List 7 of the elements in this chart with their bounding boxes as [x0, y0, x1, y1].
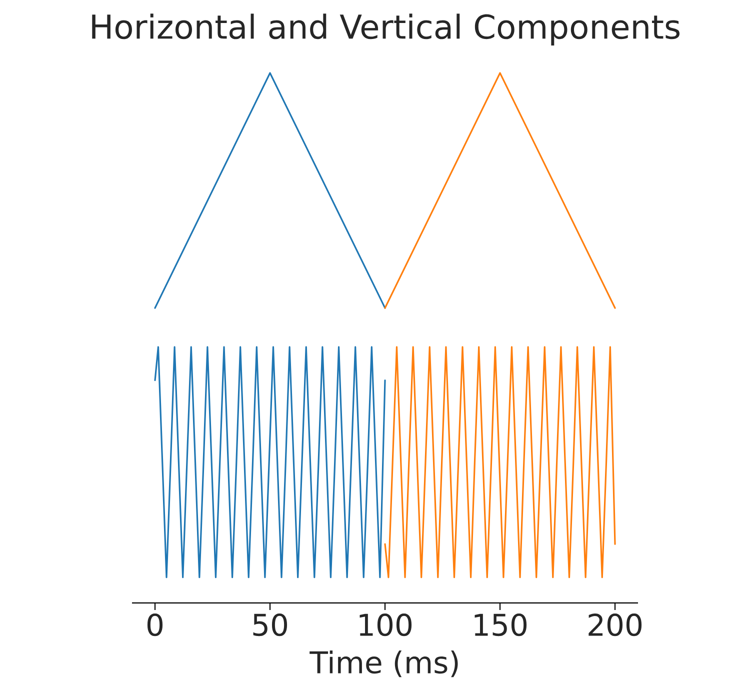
x-tick-label: 0: [147, 614, 163, 636]
x-tick-label: 50: [253, 614, 288, 636]
chart-title: Horizontal and Vertical Components: [92, 14, 680, 46]
x-tick-label: 100: [360, 614, 412, 636]
x-axis-title: Time (ms): [310, 650, 458, 678]
x-tick-label: 200: [588, 614, 642, 636]
x-tick-label: 150: [474, 614, 527, 636]
